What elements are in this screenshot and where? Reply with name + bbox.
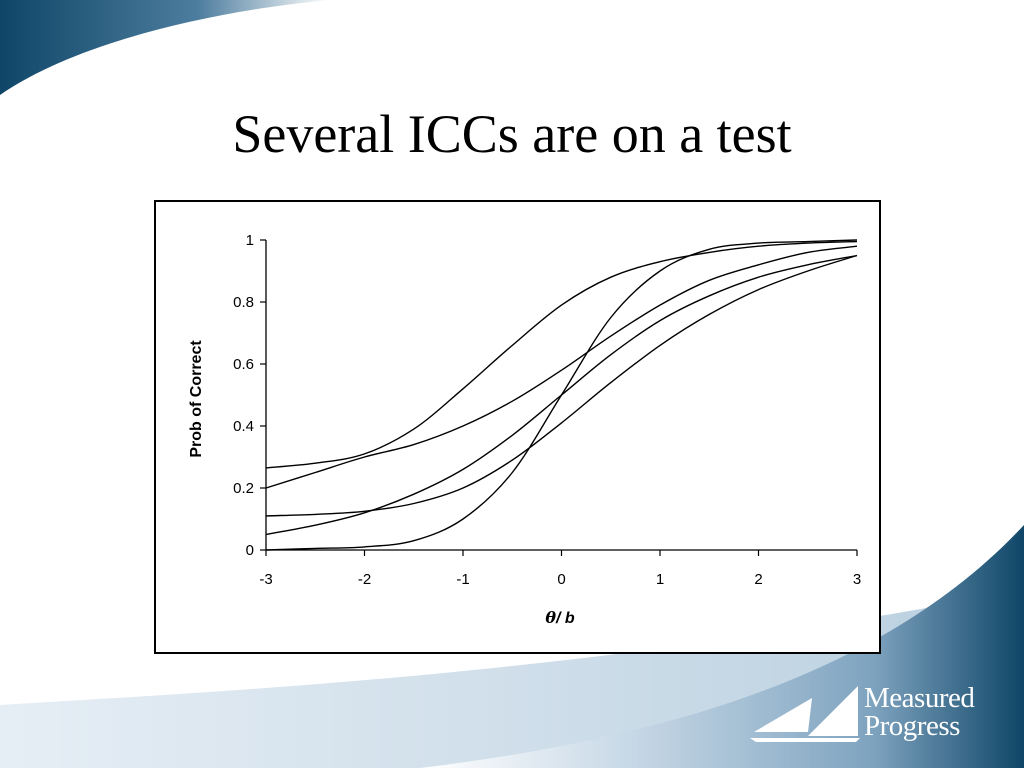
x-tick-label: 3 <box>853 571 861 588</box>
y-tick-label: 0.6 <box>233 356 254 373</box>
x-axis-label-symbol: θ <box>545 608 556 627</box>
x-axis-label-rest: / b <box>555 610 575 627</box>
x-tick-label: 1 <box>656 571 664 588</box>
y-tick-label: 0.8 <box>233 294 254 311</box>
sail-logo-icon <box>750 686 860 742</box>
logo-line-1: Measured <box>864 682 975 714</box>
slide-title: Several ICCs are on a test <box>232 104 792 164</box>
chart-ticks: 0 0.2 0.4 0.6 0.8 1 -3 -2 -1 0 1 2 3 <box>233 232 861 588</box>
x-axis-label: θ/ b <box>545 608 575 627</box>
icc-curve-1 <box>265 240 858 469</box>
icc-curve-2 <box>265 245 858 489</box>
chart-series <box>265 239 858 551</box>
y-tick-label: 0 <box>246 542 254 559</box>
icc-chart: 0 0.2 0.4 0.6 0.8 1 -3 -2 -1 0 1 2 3 Prob of Correct… <box>188 232 861 627</box>
chart-frame: 0 0.2 0.4 0.6 0.8 1 -3 -2 -1 0 1 2 3 Prob of Correct… <box>154 200 881 654</box>
bottom-dark-swoosh <box>420 525 1024 768</box>
icc-curve-5 <box>265 239 858 551</box>
logo-text: Measured Progress <box>864 682 975 742</box>
x-tick-label: -3 <box>259 571 272 588</box>
y-axis-label: Prob of Correct <box>188 340 205 458</box>
y-tick-label: 1 <box>246 232 254 249</box>
x-tick-label: 2 <box>754 571 762 588</box>
y-tick-label: 0.2 <box>233 480 254 497</box>
y-tick-label: 0.4 <box>233 418 254 435</box>
x-tick-label: 0 <box>557 571 565 588</box>
top-swoosh <box>0 0 330 95</box>
logo-line-2: Progress <box>864 710 960 742</box>
icc-curve-3 <box>265 254 858 517</box>
x-tick-label: -1 <box>456 571 469 588</box>
x-tick-label: -2 <box>358 571 371 588</box>
